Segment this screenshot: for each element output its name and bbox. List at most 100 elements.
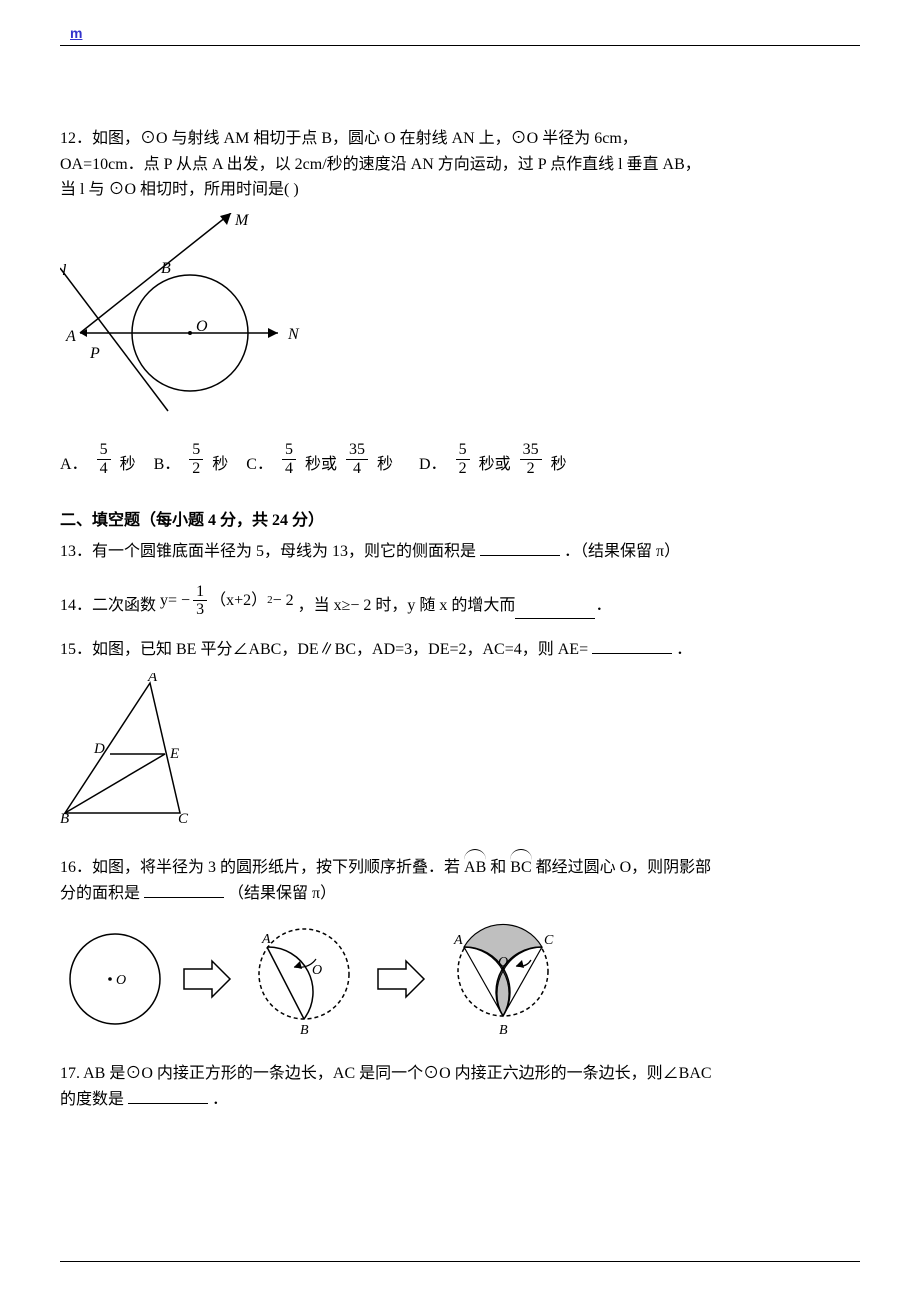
svg-text:A: A (261, 932, 271, 947)
q17-line2: 的度数是 ． (60, 1087, 860, 1113)
optC-prefix: C． (246, 452, 273, 478)
arrow-icon (182, 959, 232, 999)
header-mark: m (70, 25, 860, 41)
q17: 17. AB 是⊙O 内接正方形的一条边长，AC 是同一个⊙O 内接正六边形的一… (60, 1061, 860, 1112)
q12-label-l: l (62, 262, 67, 279)
q12-label-N: N (287, 326, 300, 343)
content: 12．如图，⊙O 与射线 AM 相切于点 B，圆心 O 在射线 AN 上，⊙O … (60, 126, 860, 1113)
optC-frac2: 35 4 (346, 441, 368, 477)
q15-blank (592, 637, 672, 654)
optD-den1: 2 (456, 460, 470, 478)
q15-text: 15．如图，已知 BE 平分∠ABC，DE∥BC，AD=3，DE=2，AC=4，… (60, 637, 860, 663)
q14-expr-suffix: − 2 (273, 588, 294, 614)
q16-before: 16．如图，将半径为 3 的圆形纸片，按下列顺序折叠．若 (60, 859, 460, 876)
q13-after: ．（结果保留 π） (564, 543, 680, 560)
q16-blank (144, 881, 224, 898)
q15-label-D: D (93, 741, 105, 757)
q14-expr: y= − 1 3 （x+2） 2 − 2 (160, 583, 294, 619)
optB-frac: 5 2 (189, 441, 203, 477)
q13-before: 13．有一个圆锥底面半径为 5，母线为 13，则它的侧面积是 (60, 543, 476, 560)
top-rule (60, 45, 860, 46)
q12-line3: 当 l 与 ⊙O 相切时，所用时间是( ) (60, 177, 860, 203)
optB-num: 5 (189, 441, 203, 460)
svg-text:O: O (312, 963, 322, 978)
optA-den: 4 (97, 460, 111, 478)
q12-label-P: P (89, 345, 100, 362)
q15-label-E: E (169, 746, 179, 762)
optC-num1: 5 (282, 441, 296, 460)
q14-text: 14．二次函数 y= − 1 3 （x+2） 2 − 2 ，当 x≥− 2 时，… (60, 583, 860, 619)
q16-figure-row: O A O B (60, 916, 860, 1041)
q16-fig1: O (60, 924, 170, 1034)
q12: 12．如图，⊙O 与射线 AM 相切于点 B，圆心 O 在射线 AN 上，⊙O … (60, 126, 860, 478)
optC-suffix: 秒 (377, 452, 393, 478)
q12-line1: 12．如图，⊙O 与射线 AM 相切于点 B，圆心 O 在射线 AN 上，⊙O … (60, 126, 860, 152)
optC-mid: 秒或 (305, 452, 337, 478)
q16-line2: 分的面积是 （结果保留 π） (60, 881, 860, 907)
q14-expr-prefix: y= − (160, 588, 190, 614)
svg-text:C: C (544, 933, 554, 948)
q17-line2-before: 的度数是 (60, 1091, 124, 1108)
optD-num2: 35 (520, 441, 542, 460)
q14-mid: ，当 x≥− 2 时，y 随 x 的增大而 (298, 593, 516, 619)
q16-line2-before: 分的面积是 (60, 885, 140, 902)
bottom-rule (60, 1261, 860, 1262)
q12-label-O: O (196, 318, 208, 335)
optA-num: 5 (97, 441, 111, 460)
q16-midtext: 和 (490, 859, 506, 876)
q13-text: 13．有一个圆锥底面半径为 5，母线为 13，则它的侧面积是 ．（结果保留 π） (60, 539, 860, 565)
q12-options: A． 5 4 秒 B． 5 2 秒 C． 5 4 秒 (60, 441, 860, 477)
q12-label-A: A (65, 328, 76, 345)
optA-suffix: 秒 (120, 452, 136, 478)
optC-den2: 4 (350, 460, 364, 478)
optD-frac2: 35 2 (520, 441, 542, 477)
q14-blank (515, 602, 595, 619)
optC-den1: 4 (282, 460, 296, 478)
q14-den: 3 (193, 601, 207, 619)
optD-frac1: 5 2 (456, 441, 470, 477)
q16-arc2: BC (510, 849, 531, 881)
q17-line1: 17. AB 是⊙O 内接正方形的一条边长，AC 是同一个⊙O 内接正六边形的一… (60, 1061, 860, 1087)
optD-mid: 秒或 (479, 452, 511, 478)
optD-den2: 2 (524, 460, 538, 478)
q12-figure: M N B O A P l (60, 213, 860, 432)
q12-label-M: M (234, 213, 250, 229)
svg-text:O: O (116, 973, 126, 988)
q16-line1: 16．如图，将半径为 3 的圆形纸片，按下列顺序折叠．若 AB 和 BC 都经过… (60, 849, 860, 881)
svg-text:B: B (300, 1023, 309, 1038)
q13-blank (480, 539, 560, 556)
section2-title: 二、填空题（每小题 4 分，共 24 分） (60, 508, 860, 534)
optA-frac: 5 4 (97, 441, 111, 477)
q15-label-C: C (178, 811, 189, 823)
optD-suffix: 秒 (551, 452, 567, 478)
q16-fig2: A O B (244, 919, 364, 1039)
q15-after: ． (676, 641, 692, 658)
optB-suffix: 秒 (212, 452, 228, 478)
optD-prefix: D． (419, 452, 447, 478)
optC-num2: 35 (346, 441, 368, 460)
q15-label-A: A (147, 673, 158, 685)
optC-frac1: 5 4 (282, 441, 296, 477)
q12-line2: OA=10cm．点 P 从点 A 出发，以 2cm/秒的速度沿 AN 方向运动，… (60, 152, 860, 178)
optA-prefix: A． (60, 452, 88, 478)
svg-text:A: A (453, 933, 463, 948)
optD-num1: 5 (456, 441, 470, 460)
q14: 14．二次函数 y= − 1 3 （x+2） 2 − 2 ，当 x≥− 2 时，… (60, 583, 860, 619)
q16-arc1: AB (464, 849, 486, 881)
svg-text:O: O (498, 955, 508, 970)
q16-fig3: A C O B (438, 916, 568, 1041)
q14-after: ． (595, 593, 611, 619)
q16: 16．如图，将半径为 3 的圆形纸片，按下列顺序折叠．若 AB 和 BC 都经过… (60, 849, 860, 1041)
q14-num: 1 (193, 583, 207, 602)
q15: 15．如图，已知 BE 平分∠ABC，DE∥BC，AD=3，DE=2，AC=4，… (60, 637, 860, 831)
arrow-icon (376, 959, 426, 999)
q14-frac: 1 3 (193, 583, 207, 619)
q17-line2-after: ． (212, 1091, 228, 1108)
q14-expr-mid: （x+2） (210, 588, 267, 614)
q13: 13．有一个圆锥底面半径为 5，母线为 13，则它的侧面积是 ．（结果保留 π） (60, 539, 860, 565)
q16-line2-after: （结果保留 π） (228, 885, 336, 902)
q15-figure: A B C D E (60, 673, 860, 832)
q15-before: 15．如图，已知 BE 平分∠ABC，DE∥BC，AD=3，DE=2，AC=4，… (60, 641, 588, 658)
optB-prefix: B． (154, 452, 181, 478)
page: m 12．如图，⊙O 与射线 AM 相切于点 B，圆心 O 在射线 AN 上，⊙… (0, 0, 920, 1302)
